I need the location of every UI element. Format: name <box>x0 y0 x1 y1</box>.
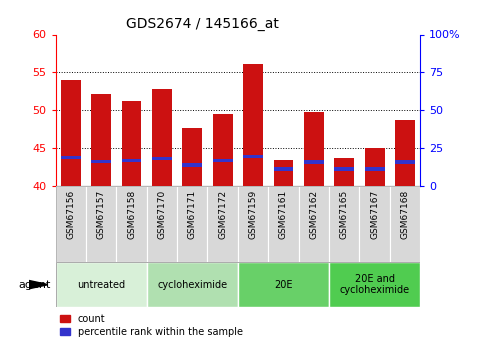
Bar <box>152 89 172 186</box>
Text: GSM67170: GSM67170 <box>157 190 167 239</box>
Bar <box>334 158 354 186</box>
Bar <box>122 159 142 162</box>
Bar <box>238 262 329 307</box>
Text: 20E: 20E <box>274 280 293 289</box>
Bar <box>56 262 147 307</box>
Bar <box>365 148 384 186</box>
Bar <box>86 186 116 262</box>
Bar <box>238 186 268 262</box>
Text: 20E and
cycloheximide: 20E and cycloheximide <box>340 274 410 295</box>
Bar <box>273 167 293 170</box>
Bar <box>147 186 177 262</box>
Bar <box>395 160 415 164</box>
Bar <box>390 186 420 262</box>
Bar <box>61 80 81 186</box>
Text: GSM67161: GSM67161 <box>279 190 288 239</box>
Text: GSM67171: GSM67171 <box>188 190 197 239</box>
Bar <box>183 128 202 186</box>
Bar <box>273 160 293 186</box>
Text: agent: agent <box>18 280 51 289</box>
Legend: count, percentile rank within the sample: count, percentile rank within the sample <box>60 314 243 337</box>
Text: GSM67159: GSM67159 <box>249 190 257 239</box>
Text: GSM67167: GSM67167 <box>370 190 379 239</box>
Bar <box>91 159 111 163</box>
Text: GSM67172: GSM67172 <box>218 190 227 239</box>
Bar <box>359 186 390 262</box>
Bar <box>268 186 298 262</box>
Text: GSM67156: GSM67156 <box>66 190 75 239</box>
Bar <box>334 167 354 170</box>
Bar <box>152 157 172 160</box>
Bar <box>177 186 208 262</box>
Bar <box>395 120 415 186</box>
Text: GSM67165: GSM67165 <box>340 190 349 239</box>
Bar <box>365 167 384 170</box>
Bar <box>208 186 238 262</box>
Bar <box>183 163 202 167</box>
Bar <box>304 160 324 164</box>
Text: GSM67158: GSM67158 <box>127 190 136 239</box>
Bar <box>329 186 359 262</box>
Text: GSM67157: GSM67157 <box>97 190 106 239</box>
Bar <box>243 155 263 158</box>
Text: untreated: untreated <box>77 280 125 289</box>
Bar <box>243 64 263 186</box>
Text: cycloheximide: cycloheximide <box>157 280 227 289</box>
Polygon shape <box>29 280 48 289</box>
Bar <box>304 112 324 186</box>
Bar <box>56 186 86 262</box>
Bar <box>213 114 232 186</box>
Bar <box>329 262 420 307</box>
Text: GSM67162: GSM67162 <box>309 190 318 239</box>
Text: GSM67168: GSM67168 <box>400 190 410 239</box>
Bar <box>116 186 147 262</box>
Bar <box>147 262 238 307</box>
Bar <box>298 186 329 262</box>
Bar <box>213 159 232 162</box>
Bar <box>61 156 81 159</box>
Bar <box>91 94 111 186</box>
Text: GDS2674 / 145166_at: GDS2674 / 145166_at <box>127 17 279 31</box>
Bar <box>122 100 142 186</box>
